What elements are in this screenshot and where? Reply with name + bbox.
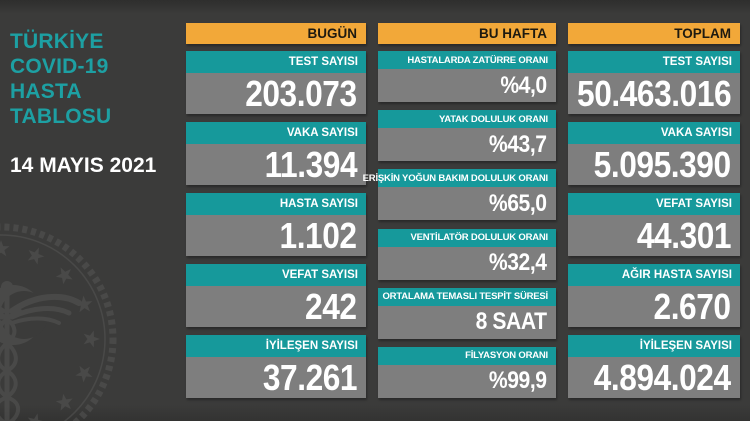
stat-label: VAKA SAYISI	[568, 122, 740, 144]
title-line: TABLOSU	[10, 105, 112, 128]
stat-value-text: 8 SAAT	[476, 308, 547, 336]
stat-label: TEST SAYISI	[568, 51, 740, 73]
stat-value-text: 37.261	[262, 357, 358, 398]
stat-value: 8 SAAT	[378, 305, 556, 339]
stat-card: VEFAT SAYISI 44.301	[568, 193, 740, 256]
stat-value-text: %43,7	[489, 130, 547, 158]
stat-value-text: %32,4	[489, 249, 547, 277]
stat-card: VEFAT SAYISI 242	[186, 264, 366, 327]
stat-card: TEST SAYISI 50.463.016	[568, 51, 740, 114]
stat-card: İYİLEŞEN SAYISI 4.894.024	[568, 335, 740, 398]
stat-label: YATAK DOLULUK ORANI	[378, 110, 556, 129]
stat-value: %32,4	[378, 246, 556, 280]
stat-value-text: 11.394	[264, 144, 357, 185]
stat-label: TEST SAYISI	[186, 51, 366, 73]
stat-value-text: %4,0	[500, 71, 548, 99]
stat-value-text: %65,0	[489, 189, 547, 217]
stat-column-toplam: TOPLAM TEST SAYISI 50.463.016 VAKA SAYIS…	[568, 23, 740, 398]
column-header: BU HAFTA	[378, 23, 556, 44]
stat-card: VAKA SAYISI 5.095.390	[568, 122, 740, 185]
report-date: 14 MAYIS 2021	[10, 154, 157, 177]
stat-label: VEFAT SAYISI	[186, 264, 366, 286]
title-line: TÜRKİYE	[10, 30, 104, 53]
stat-label: VEFAT SAYISI	[568, 193, 740, 215]
stat-card: TEST SAYISI 203.073	[186, 51, 366, 114]
stat-column-bugün: BUGÜN TEST SAYISI 203.073 VAKA SAYISI 11…	[186, 23, 366, 398]
stat-value: 37.261	[186, 357, 366, 398]
stat-value: 44.301	[568, 215, 740, 256]
stat-label: AĞIR HASTA SAYISI	[568, 264, 740, 286]
stat-value: 5.095.390	[568, 144, 740, 185]
stat-label: FİLYASYON ORANI	[378, 346, 556, 365]
stat-value: 2.670	[568, 286, 740, 327]
page-title: TÜRKİYE COVID-19 HASTA TABLOSU	[10, 29, 111, 129]
stat-value: %99,9	[378, 364, 556, 398]
stat-value-text: 1.102	[279, 215, 358, 256]
ministry-of-health-logo-icon	[0, 223, 117, 421]
stat-value: 4.894.024	[568, 357, 740, 398]
stat-label: VAKA SAYISI	[186, 122, 366, 144]
stat-value: %65,0	[378, 187, 556, 221]
stat-value-text: 50.463.016	[576, 73, 732, 114]
column-body: TEST SAYISI 50.463.016 VAKA SAYISI 5.095…	[568, 51, 740, 398]
stat-card: HASTA SAYISI 1.102	[186, 193, 366, 256]
stats-columns: BUGÜN TEST SAYISI 203.073 VAKA SAYISI 11…	[186, 23, 740, 398]
stat-card: YATAK DOLULUK ORANI %43,7	[378, 110, 556, 162]
title-line: HASTA	[10, 80, 82, 103]
stat-label: ERİŞKİN YOĞUN BAKIM DOLULUK ORANI	[363, 169, 556, 188]
stat-card: FİLYASYON ORANI %99,9	[378, 346, 556, 398]
stat-label: İYİLEŞEN SAYISI	[186, 335, 366, 357]
stat-value-text: 5.095.390	[594, 144, 731, 185]
stat-column-bu-hafta: BU HAFTA HASTALARDA ZATÜRRE ORANI %4,0 Y…	[363, 23, 556, 398]
stat-label: ORTALAMA TEMASLI TESPİT SÜRESİ	[378, 287, 556, 306]
stat-value-text: 4.894.024	[594, 357, 731, 398]
stat-card: VENTİLATÖR DOLULUK ORANI %32,4	[378, 228, 556, 280]
sidebar: TÜRKİYE COVID-19 HASTA TABLOSU 14 MAYIS …	[0, 0, 186, 421]
title-line: COVID-19	[10, 55, 109, 78]
column-header: TOPLAM	[568, 23, 740, 44]
stat-label: HASTALARDA ZATÜRRE ORANI	[378, 51, 556, 69]
stat-label: VENTİLATÖR DOLULUK ORANI	[378, 228, 556, 247]
column-body: HASTALARDA ZATÜRRE ORANI %4,0 YATAK DOLU…	[363, 51, 556, 398]
column-body: TEST SAYISI 203.073 VAKA SAYISI 11.394 H…	[186, 51, 366, 398]
stat-card: İYİLEŞEN SAYISI 37.261	[186, 335, 366, 398]
stat-card: VAKA SAYISI 11.394	[186, 122, 366, 185]
column-header: BUGÜN	[186, 23, 366, 44]
stat-label: İYİLEŞEN SAYISI	[568, 335, 740, 357]
stat-value: %4,0	[378, 69, 556, 102]
stat-value: 50.463.016	[568, 73, 740, 114]
stat-value-text: 2.670	[653, 286, 732, 327]
stat-value-text: 44.301	[636, 215, 732, 256]
stat-value: 242	[186, 286, 366, 327]
stat-card: ERİŞKİN YOĞUN BAKIM DOLULUK ORANI %65,0	[363, 169, 556, 221]
stat-card: ORTALAMA TEMASLI TESPİT SÜRESİ 8 SAAT	[378, 287, 556, 339]
stat-value: %43,7	[378, 128, 556, 162]
stat-value-text: %99,9	[489, 367, 547, 395]
stat-card: AĞIR HASTA SAYISI 2.670	[568, 264, 740, 327]
stat-value-text: 203.073	[245, 73, 358, 114]
stat-label: HASTA SAYISI	[186, 193, 366, 215]
stat-value: 203.073	[186, 73, 366, 114]
stat-value: 1.102	[186, 215, 366, 256]
stat-card: HASTALARDA ZATÜRRE ORANI %4,0	[378, 51, 556, 102]
stat-value: 11.394	[186, 144, 366, 185]
stat-value-text: 242	[305, 286, 357, 327]
